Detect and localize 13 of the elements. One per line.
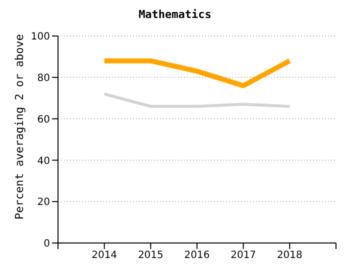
x-tick-label: 2014 xyxy=(92,250,118,262)
y-axis-title: Percent averaging 2 or above xyxy=(12,34,26,220)
y-tick-label: 20 xyxy=(37,197,50,208)
x-tick-label: 2018 xyxy=(276,250,302,262)
y-tick-label: 0 xyxy=(44,238,50,250)
x-tick-label: 2017 xyxy=(230,250,256,262)
x-tick-label: 2015 xyxy=(138,250,164,262)
y-tick-label: 80 xyxy=(37,72,50,84)
x-tick-label: 2016 xyxy=(184,250,210,262)
y-tick-label: 60 xyxy=(37,114,50,126)
y-tick-label: 100 xyxy=(30,32,50,43)
y-tick-label: 40 xyxy=(37,156,50,167)
chart-title: Mathematics xyxy=(138,8,212,21)
